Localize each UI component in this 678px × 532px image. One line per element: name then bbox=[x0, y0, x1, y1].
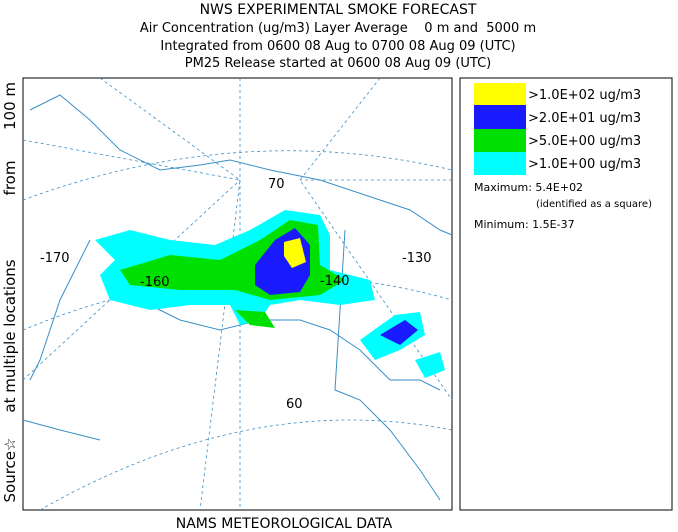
coast bbox=[139, 299, 441, 391]
legend-label: >2.0E+01 ug/m3 bbox=[528, 111, 641, 126]
coast bbox=[29, 239, 91, 381]
legend-label: >1.0E+00 ug/m3 bbox=[528, 157, 641, 172]
legend-swatch bbox=[474, 129, 526, 152]
side-label: Source☆ at multiple locations from 100 m bbox=[1, 82, 19, 502]
legend-label: >1.0E+02 ug/m3 bbox=[528, 88, 641, 103]
side-text: from bbox=[1, 161, 19, 196]
plume-yellow bbox=[284, 238, 306, 268]
legend-label: >5.0E+00 ug/m3 bbox=[528, 134, 641, 149]
grid-label: -170 bbox=[40, 251, 70, 266]
subtitle: PM25 Release started at 0600 08 Aug 09 (… bbox=[185, 56, 492, 71]
title: NWS EXPERIMENTAL SMOKE FORECAST bbox=[200, 2, 477, 18]
border bbox=[334, 229, 441, 501]
minimum: Minimum: 1.5E-37 bbox=[474, 218, 575, 231]
lat-line bbox=[22, 150, 453, 201]
plume-cyan bbox=[415, 352, 445, 378]
grid-label: 70 bbox=[268, 177, 285, 192]
grid-label: -160 bbox=[140, 275, 170, 290]
plume-blue bbox=[380, 320, 418, 345]
subtitle: Air Concentration (ug/m3) Layer Average … bbox=[140, 21, 536, 36]
lon-line bbox=[22, 139, 241, 511]
lon-line bbox=[99, 77, 241, 181]
coastline bbox=[22, 94, 453, 501]
lat-line bbox=[39, 419, 453, 511]
coast bbox=[22, 419, 101, 441]
header: NWS EXPERIMENTAL SMOKE FORECAST Air Conc… bbox=[140, 2, 536, 71]
grid-labels: -170 -160 70 -140 -130 60 bbox=[40, 177, 432, 412]
plume bbox=[95, 210, 445, 378]
plume-green bbox=[235, 310, 275, 328]
maximum-note: (identified as a square) bbox=[536, 199, 652, 210]
grid-label: -140 bbox=[320, 274, 350, 289]
grid-label: -130 bbox=[402, 251, 432, 266]
lon-line bbox=[22, 179, 241, 381]
legend-labels: >1.0E+02 ug/m3 >2.0E+01 ug/m3 >5.0E+00 u… bbox=[474, 88, 652, 231]
side-text: at multiple locations bbox=[1, 259, 19, 412]
footer: NAMS METEOROLOGICAL DATA bbox=[176, 516, 393, 532]
legend-swatch bbox=[474, 105, 526, 129]
maximum: Maximum: 5.4E+02 bbox=[474, 181, 583, 194]
grid-label: 60 bbox=[286, 397, 303, 412]
coast bbox=[29, 94, 453, 236]
side-text: 100 m bbox=[1, 82, 19, 130]
subtitle: Integrated from 0600 08 Aug to 0700 08 A… bbox=[160, 39, 515, 54]
side-text: Source☆ bbox=[1, 438, 19, 503]
legend-swatch bbox=[474, 83, 526, 105]
legend-swatch bbox=[474, 152, 526, 175]
